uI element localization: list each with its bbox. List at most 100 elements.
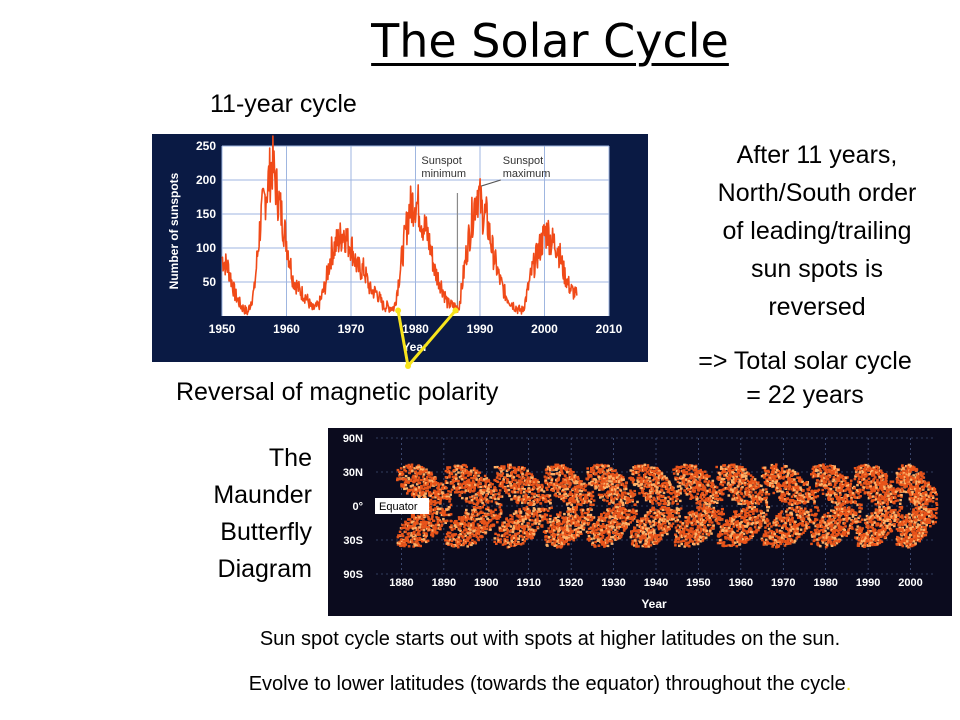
sunspot-cell bbox=[564, 467, 567, 470]
sunspot-cell bbox=[718, 534, 722, 537]
sunspot-cell bbox=[420, 466, 424, 469]
sunspot-cell bbox=[577, 520, 581, 523]
sunspot-cell bbox=[428, 512, 431, 516]
sunspot-cell bbox=[494, 532, 497, 535]
sunspot-cell bbox=[542, 517, 545, 520]
sunspot-cell bbox=[427, 471, 431, 474]
sunspot-cell bbox=[604, 528, 608, 532]
sunspot-cell bbox=[596, 522, 600, 525]
sunspot-cell bbox=[704, 480, 707, 483]
sunspot-cell bbox=[690, 467, 694, 470]
sunspot-cell bbox=[743, 483, 747, 487]
sunspot-cell bbox=[545, 530, 548, 533]
sunspot-cell bbox=[657, 498, 661, 501]
sunspot-cell bbox=[606, 470, 610, 473]
sunspot-cell bbox=[418, 465, 422, 468]
sunspot-cell bbox=[465, 508, 468, 512]
sunspot-cell bbox=[521, 501, 524, 505]
sunspot-cell bbox=[631, 472, 634, 475]
sunspot-cell bbox=[490, 490, 493, 493]
sunspot-cell bbox=[609, 487, 612, 490]
sunspot-cell bbox=[684, 463, 687, 467]
sunspot-cell bbox=[467, 483, 471, 487]
sunspot-cell bbox=[712, 506, 716, 510]
sunspot-cell bbox=[400, 485, 403, 488]
sunspot-cell bbox=[431, 531, 434, 534]
sunspot-cell bbox=[493, 495, 496, 499]
sunspot-cell bbox=[405, 536, 409, 540]
sunspot-cell bbox=[661, 482, 664, 486]
sunspot-cell bbox=[635, 512, 638, 516]
sunspot-cell bbox=[496, 537, 500, 540]
sunspot-cell bbox=[504, 525, 507, 528]
sunspot-cell bbox=[458, 490, 461, 494]
sunspot-cell bbox=[533, 512, 536, 515]
sunspot-cell bbox=[653, 476, 656, 479]
sunspot-cell bbox=[644, 472, 647, 475]
sunspot-cell bbox=[445, 513, 448, 517]
sunspot-cell bbox=[703, 493, 707, 497]
maximum-pointer bbox=[478, 179, 501, 188]
sunspot-cell bbox=[642, 468, 646, 471]
sunspot-cell bbox=[713, 489, 716, 492]
sunspot-cell bbox=[415, 483, 419, 486]
sunspot-cell bbox=[724, 486, 728, 490]
sunspot-cell bbox=[710, 499, 714, 503]
sunspot-cell bbox=[684, 491, 688, 494]
sunspot-cell bbox=[546, 488, 549, 491]
sunspot-cell bbox=[526, 469, 529, 472]
sunspot-cell bbox=[634, 465, 637, 468]
sunspot-cell bbox=[674, 467, 677, 471]
sunspot-cell bbox=[574, 490, 577, 493]
sunspot-cell bbox=[724, 470, 727, 474]
sunspot-cell bbox=[603, 525, 607, 529]
sunspot-cell bbox=[563, 536, 566, 539]
sunspot-cell bbox=[486, 506, 490, 509]
sunspot-cell bbox=[605, 536, 609, 540]
sunspot-cell bbox=[553, 542, 557, 545]
sunspot-cell bbox=[473, 519, 477, 523]
sunspot-cell bbox=[425, 533, 428, 536]
sunspot-cell bbox=[506, 519, 510, 522]
sunspot-cell bbox=[661, 478, 665, 481]
sunspot-cell bbox=[643, 463, 647, 466]
sunspot-cell bbox=[576, 530, 580, 534]
sunspot-cell bbox=[607, 490, 610, 493]
sunspot-cell bbox=[534, 529, 538, 532]
sunspot-cell bbox=[450, 524, 453, 527]
sunspot-cell bbox=[422, 518, 425, 521]
sunspot-cell bbox=[708, 490, 712, 493]
sunspot-cell bbox=[586, 467, 589, 470]
sunspot-cell bbox=[610, 521, 613, 525]
sunspot-cell bbox=[472, 481, 476, 485]
sunspot-cell bbox=[469, 528, 472, 531]
sunspot-cell bbox=[544, 508, 548, 511]
sunspot-cell bbox=[720, 477, 724, 481]
sunspot-cell bbox=[463, 472, 467, 475]
sunspot-cell bbox=[486, 501, 490, 504]
grid-lines bbox=[221, 145, 610, 316]
sunspot-cell bbox=[735, 465, 738, 468]
sunspot-cell bbox=[422, 484, 426, 487]
sunspot-cell bbox=[493, 478, 496, 482]
sunspot-cell bbox=[564, 488, 567, 491]
sunspot-cell bbox=[655, 541, 659, 545]
sunspot-cell bbox=[663, 481, 667, 485]
sunspot-cell bbox=[491, 517, 494, 520]
sunspot-cell bbox=[612, 518, 615, 522]
sunspot-cell bbox=[439, 498, 443, 501]
sunspot-cell bbox=[404, 470, 408, 473]
sunspot-cell bbox=[589, 519, 592, 522]
sunspot-cell bbox=[513, 535, 516, 538]
sunspot-cell bbox=[675, 529, 679, 533]
sunspot-cell bbox=[611, 469, 614, 473]
sunspot-cell bbox=[568, 508, 572, 511]
sunspot-cell bbox=[513, 489, 516, 493]
sunspot-cell bbox=[734, 513, 737, 516]
sunspot-cell bbox=[622, 521, 625, 525]
x-tick-label: 1990 bbox=[467, 322, 494, 336]
sunspot-cell bbox=[457, 522, 460, 525]
sunspot-cell bbox=[701, 492, 704, 495]
sunspot-cell bbox=[603, 499, 606, 502]
